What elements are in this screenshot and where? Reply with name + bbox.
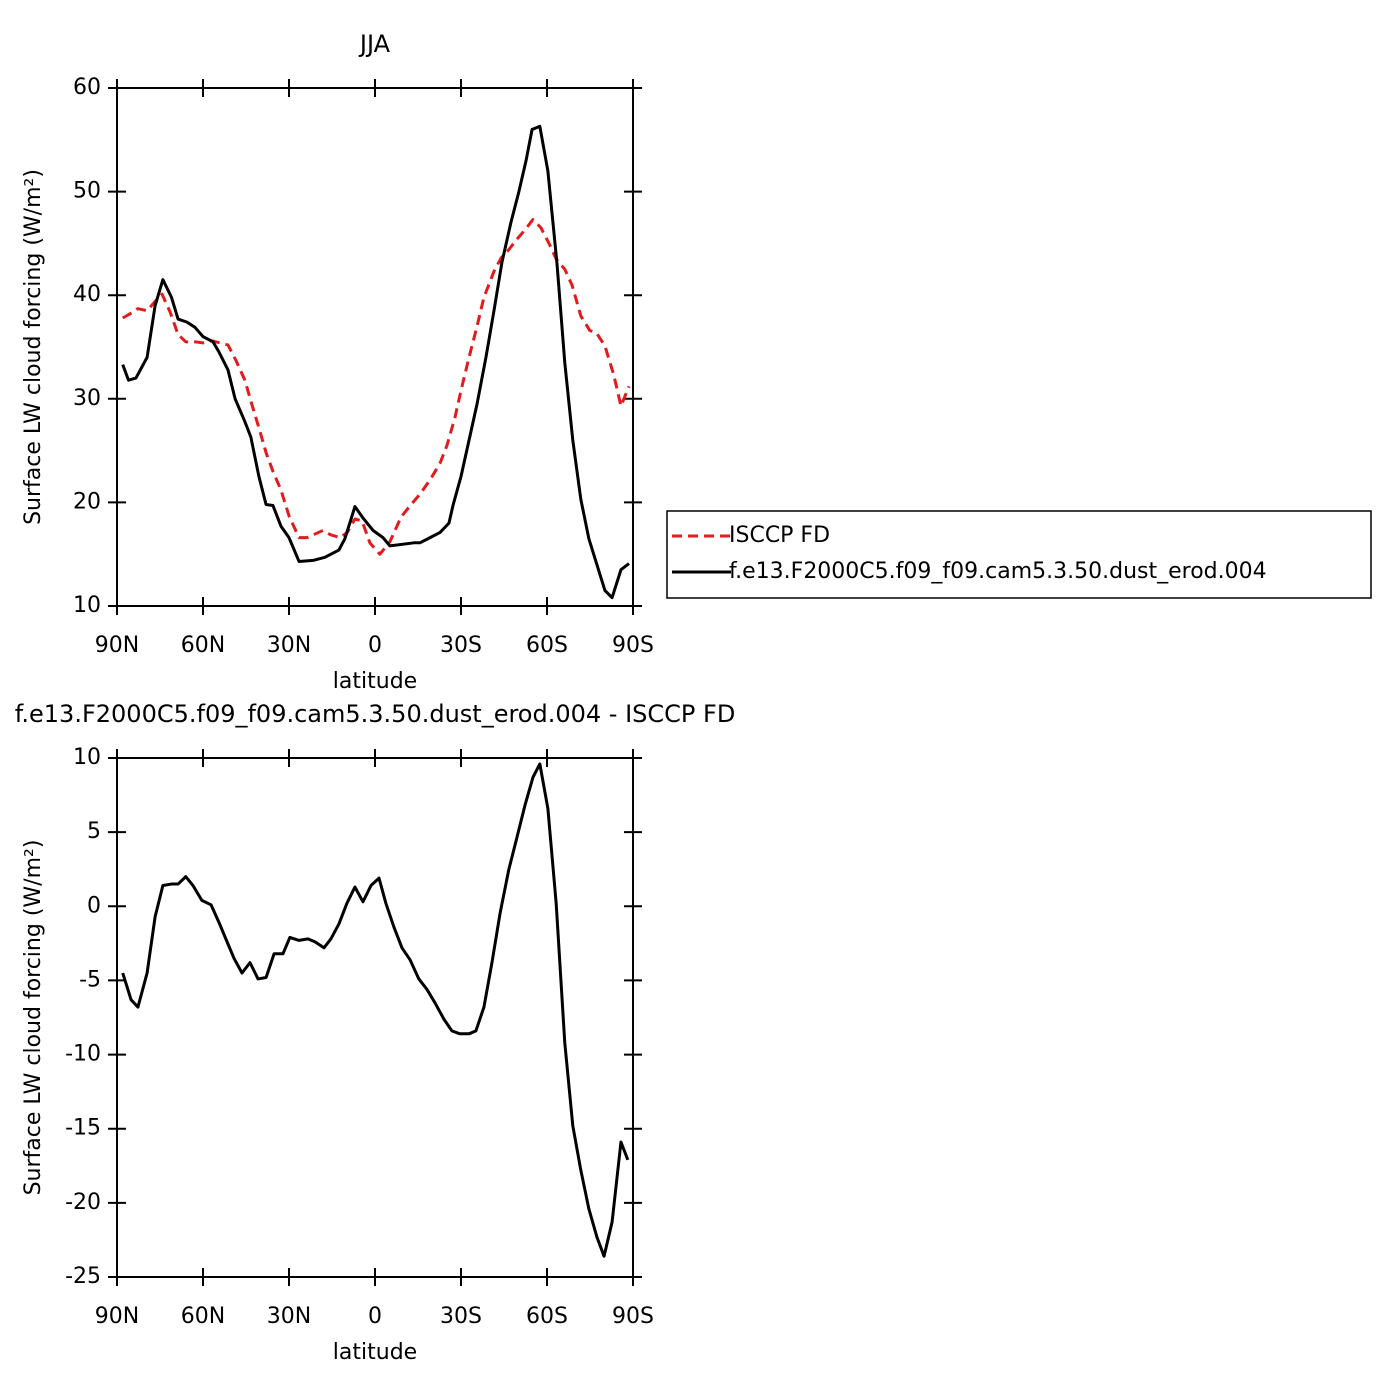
plot-frame: [116, 757, 634, 1278]
x-tick-label: 30S: [440, 633, 482, 658]
x-tick-label: 0: [368, 633, 382, 658]
y-tick-label: -10: [65, 1042, 101, 1067]
x-tick-label: 90S: [612, 633, 654, 658]
legend-label: ISCCP FD: [729, 523, 830, 548]
series-line: [121, 124, 630, 600]
x-tick-label: 30S: [440, 1304, 482, 1329]
y-tick-label: -15: [65, 1116, 101, 1141]
x-tick-label: 0: [368, 1304, 382, 1329]
x-axis-label: latitude: [333, 1340, 417, 1365]
y-tick-label: 10: [73, 745, 101, 770]
legend-label: f.e13.F2000C5.f09_f09.cam5.3.50.dust_ero…: [729, 559, 1267, 584]
y-tick-label: -25: [65, 1264, 101, 1289]
y-tick-label: 10: [73, 593, 101, 618]
y-tick-label: 5: [87, 819, 101, 844]
chart-title: f.e13.F2000C5.f09_f09.cam5.3.50.dust_ero…: [15, 700, 736, 728]
series-line: [121, 762, 630, 1258]
chart-title: JJA: [358, 30, 391, 58]
y-axis-label: Surface LW cloud forcing (W/m²): [21, 840, 46, 1196]
x-tick-label: 90N: [95, 1304, 139, 1329]
y-axis-label: Surface LW cloud forcing (W/m²): [21, 169, 46, 525]
x-tick-label: 60S: [526, 633, 568, 658]
y-tick-label: 40: [73, 282, 101, 307]
y-tick-label: -5: [79, 967, 101, 992]
y-tick-label: 60: [73, 75, 101, 100]
y-tick-label: 0: [87, 893, 101, 918]
x-tick-label: 30N: [267, 1304, 311, 1329]
x-tick-label: 30N: [267, 633, 311, 658]
series-line: [121, 218, 631, 556]
y-tick-label: -20: [65, 1190, 101, 1215]
y-tick-label: 20: [73, 489, 101, 514]
plot-frame: [116, 87, 634, 607]
legend-box: [666, 510, 1372, 599]
x-tick-label: 60N: [181, 633, 225, 658]
x-axis-label: latitude: [333, 669, 417, 694]
x-tick-label: 90N: [95, 633, 139, 658]
y-tick-label: 50: [73, 179, 101, 204]
x-tick-label: 60N: [181, 1304, 225, 1329]
x-tick-label: 90S: [612, 1304, 654, 1329]
x-tick-label: 60S: [526, 1304, 568, 1329]
y-tick-label: 30: [73, 386, 101, 411]
